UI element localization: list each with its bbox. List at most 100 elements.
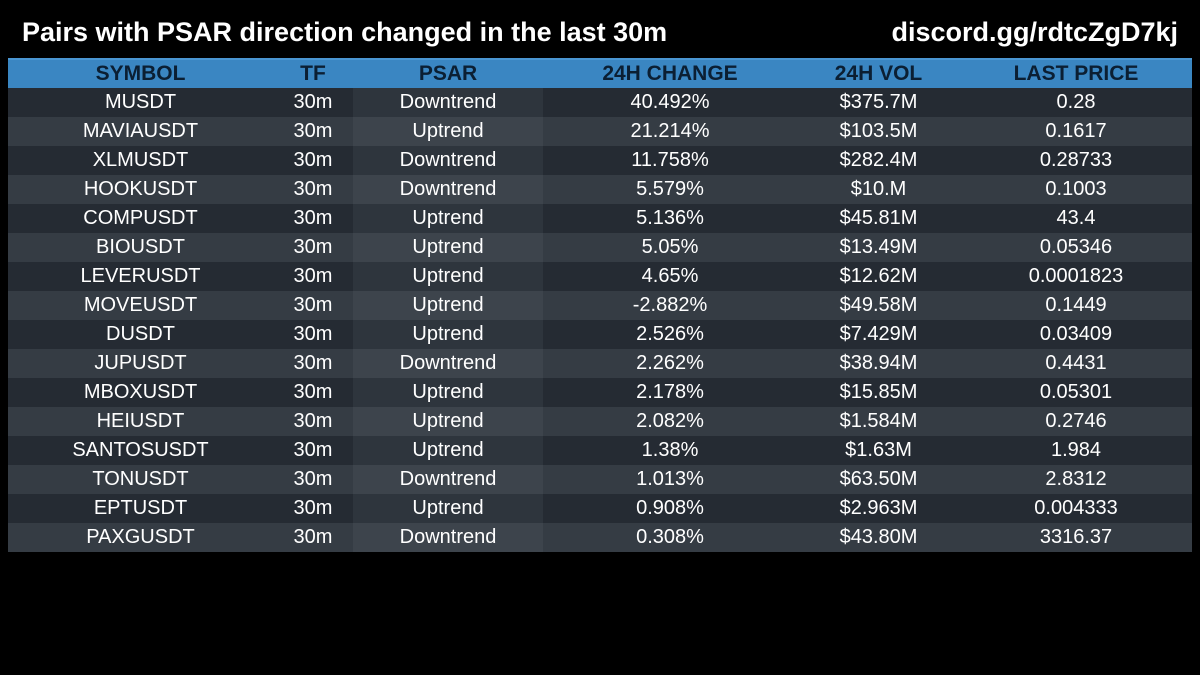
cell-24h-change: -2.882% [543,291,797,320]
cell-psar: Downtrend [353,349,543,378]
table-row: MOVEUSDT 30m Uptrend -2.882% $49.58M 0.1449 [8,291,1192,320]
cell-24h-change: 0.308% [543,523,797,552]
table-row: MAVIAUSDT 30m Uptrend 21.214% $103.5M 0.1617 [8,117,1192,146]
column-header-last-price: LAST PRICE [960,58,1192,88]
cell-symbol: XLMUSDT [8,146,273,175]
cell-psar: Uptrend [353,320,543,349]
cell-24h-change: 2.082% [543,407,797,436]
cell-24h-vol: $282.4M [797,146,960,175]
cell-symbol: PAXGUSDT [8,523,273,552]
cell-psar: Downtrend [353,465,543,494]
table-row: MUSDT 30m Downtrend 40.492% $375.7M 0.28 [8,88,1192,117]
cell-last-price: 0.2746 [960,407,1192,436]
cell-last-price: 1.984 [960,436,1192,465]
column-header-24h-change: 24H CHANGE [543,58,797,88]
cell-last-price: 43.4 [960,204,1192,233]
cell-last-price: 2.8312 [960,465,1192,494]
cell-tf: 30m [273,262,353,291]
cell-24h-vol: $1.584M [797,407,960,436]
table-row: HEIUSDT 30m Uptrend 2.082% $1.584M 0.2746 [8,407,1192,436]
cell-last-price: 0.28733 [960,146,1192,175]
table-row: PAXGUSDT 30m Downtrend 0.308% $43.80M 3316.37 [8,523,1192,552]
cell-psar: Uptrend [353,291,543,320]
cell-last-price: 0.1617 [960,117,1192,146]
cell-tf: 30m [273,320,353,349]
table-row: HOOKUSDT 30m Downtrend 5.579% $10.M 0.1003 [8,175,1192,204]
column-header-symbol: SYMBOL [8,58,273,88]
cell-symbol: HEIUSDT [8,407,273,436]
cell-last-price: 0.05301 [960,378,1192,407]
table-row: TONUSDT 30m Downtrend 1.013% $63.50M 2.8312 [8,465,1192,494]
table-row: BIOUSDT 30m Uptrend 5.05% $13.49M 0.05346 [8,233,1192,262]
cell-24h-vol: $15.85M [797,378,960,407]
cell-symbol: MUSDT [8,88,273,117]
cell-symbol: TONUSDT [8,465,273,494]
psar-table: SYMBOL TF PSAR 24H CHANGE 24H VOL LAST P… [8,58,1192,552]
cell-psar: Uptrend [353,378,543,407]
header: Pairs with PSAR direction changed in the… [0,0,1200,58]
cell-24h-vol: $45.81M [797,204,960,233]
table-row: COMPUSDT 30m Uptrend 5.136% $45.81M 43.4 [8,204,1192,233]
discord-link[interactable]: discord.gg/rdtcZgD7kj [891,17,1178,47]
cell-tf: 30m [273,407,353,436]
cell-24h-vol: $49.58M [797,291,960,320]
cell-symbol: MAVIAUSDT [8,117,273,146]
cell-psar: Downtrend [353,175,543,204]
cell-symbol: HOOKUSDT [8,175,273,204]
cell-symbol: SANTOSUSDT [8,436,273,465]
cell-tf: 30m [273,349,353,378]
cell-last-price: 0.1003 [960,175,1192,204]
cell-24h-change: 2.526% [543,320,797,349]
cell-symbol: MOVEUSDT [8,291,273,320]
table-row: XLMUSDT 30m Downtrend 11.758% $282.4M 0.28733 [8,146,1192,175]
cell-24h-vol: $12.62M [797,262,960,291]
cell-symbol: BIOUSDT [8,233,273,262]
cell-last-price: 0.004333 [960,494,1192,523]
cell-symbol: COMPUSDT [8,204,273,233]
cell-24h-vol: $103.5M [797,117,960,146]
cell-24h-change: 1.38% [543,436,797,465]
cell-psar: Uptrend [353,494,543,523]
cell-symbol: EPTUSDT [8,494,273,523]
cell-24h-vol: $13.49M [797,233,960,262]
cell-symbol: JUPUSDT [8,349,273,378]
cell-psar: Uptrend [353,233,543,262]
cell-last-price: 0.28 [960,88,1192,117]
cell-24h-change: 5.136% [543,204,797,233]
cell-last-price: 0.05346 [960,233,1192,262]
table-row: SANTOSUSDT 30m Uptrend 1.38% $1.63M 1.984 [8,436,1192,465]
cell-psar: Uptrend [353,117,543,146]
cell-24h-change: 0.908% [543,494,797,523]
cell-24h-change: 2.178% [543,378,797,407]
table-header-row: SYMBOL TF PSAR 24H CHANGE 24H VOL LAST P… [8,58,1192,88]
table-row: DUSDT 30m Uptrend 2.526% $7.429M 0.03409 [8,320,1192,349]
cell-tf: 30m [273,233,353,262]
column-header-tf: TF [273,58,353,88]
cell-24h-change: 40.492% [543,88,797,117]
cell-tf: 30m [273,523,353,552]
cell-psar: Uptrend [353,436,543,465]
cell-tf: 30m [273,436,353,465]
cell-symbol: DUSDT [8,320,273,349]
table-row: MBOXUSDT 30m Uptrend 2.178% $15.85M 0.05301 [8,378,1192,407]
column-header-24h-vol: 24H VOL [797,58,960,88]
cell-24h-vol: $10.M [797,175,960,204]
cell-last-price: 0.03409 [960,320,1192,349]
cell-tf: 30m [273,494,353,523]
cell-psar: Downtrend [353,88,543,117]
cell-last-price: 0.0001823 [960,262,1192,291]
cell-tf: 30m [273,146,353,175]
cell-tf: 30m [273,378,353,407]
cell-24h-vol: $2.963M [797,494,960,523]
cell-psar: Downtrend [353,523,543,552]
table-row: JUPUSDT 30m Downtrend 2.262% $38.94M 0.4431 [8,349,1192,378]
table-row: LEVERUSDT 30m Uptrend 4.65% $12.62M 0.0001823 [8,262,1192,291]
cell-24h-change: 5.05% [543,233,797,262]
cell-tf: 30m [273,465,353,494]
cell-24h-change: 1.013% [543,465,797,494]
cell-tf: 30m [273,88,353,117]
page-title: Pairs with PSAR direction changed in the… [22,17,668,47]
cell-24h-change: 2.262% [543,349,797,378]
cell-24h-vol: $43.80M [797,523,960,552]
cell-psar: Downtrend [353,146,543,175]
